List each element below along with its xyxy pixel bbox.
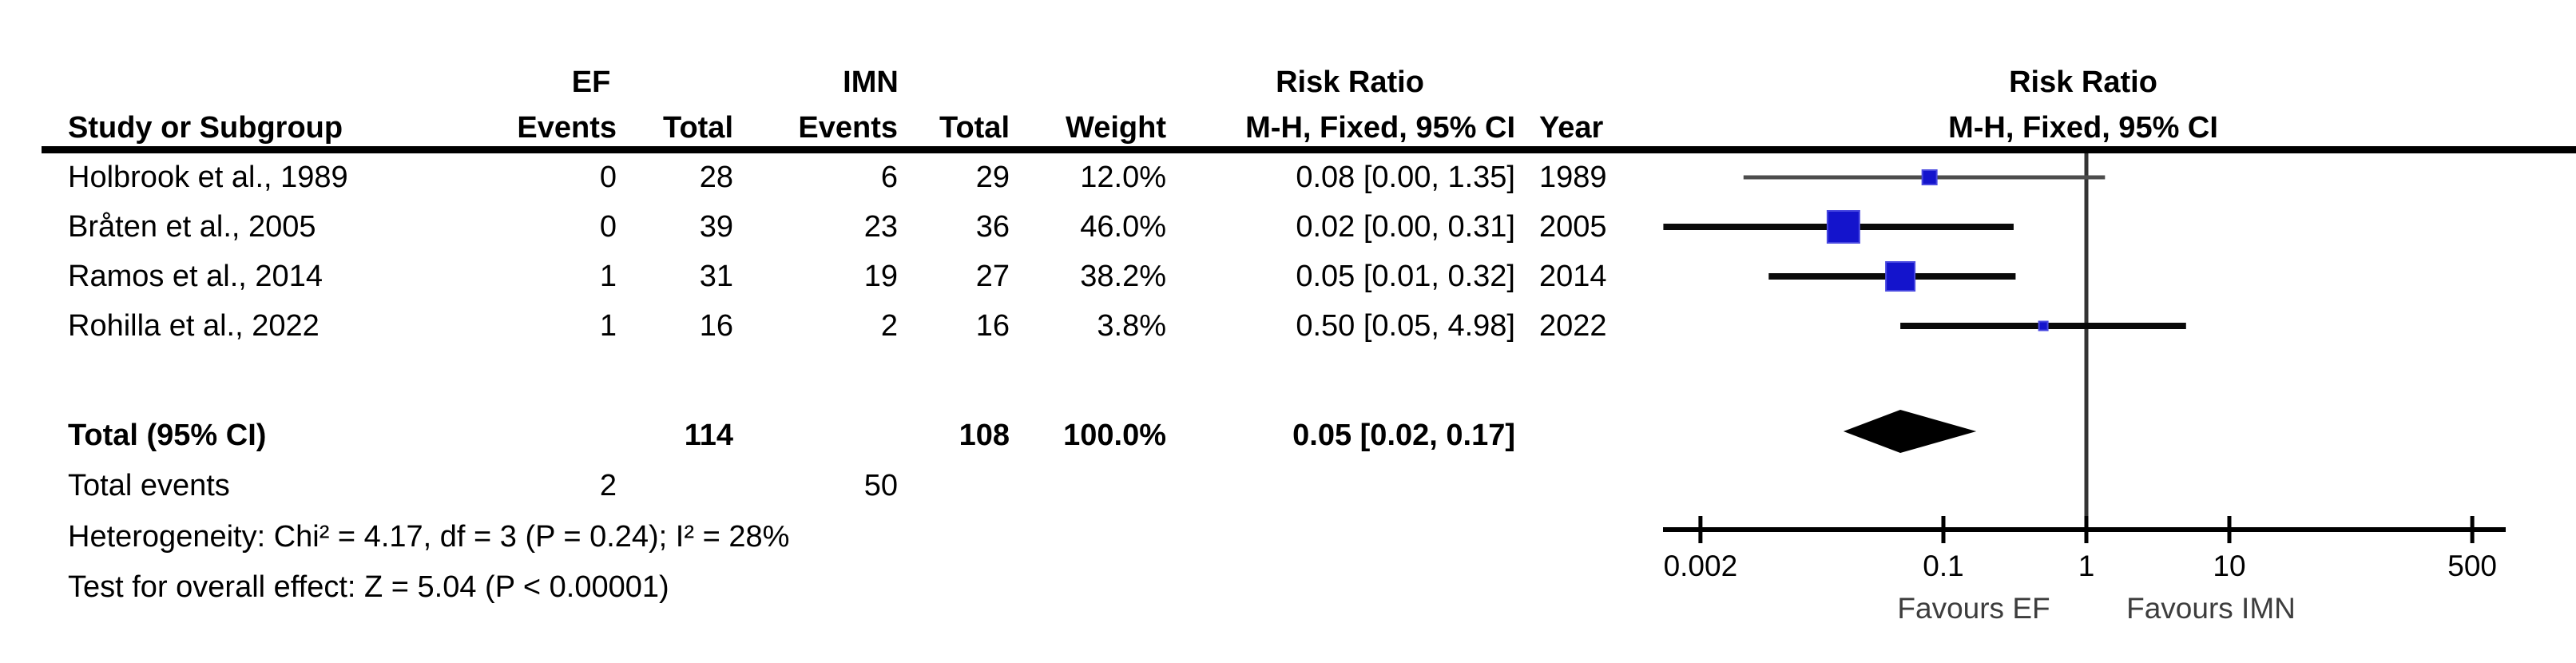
favours-left-label: Favours EF bbox=[1897, 592, 2050, 625]
col-header-imn-events: Events bbox=[798, 111, 898, 145]
study-label: Bråten et al., 2005 bbox=[68, 210, 316, 244]
risk-ratio-ci-value: 0.08 [0.00, 1.35] bbox=[1296, 161, 1515, 194]
imn-total-value: 16 bbox=[975, 309, 1010, 343]
heterogeneity-stats: Heterogeneity: Chi² = 4.17, df = 3 (P = … bbox=[68, 520, 790, 554]
axis-tick-label: 500 bbox=[2447, 550, 2497, 582]
group-header-imn: IMN bbox=[843, 66, 899, 99]
risk-ratio-ci-value: 0.02 [0.00, 0.31] bbox=[1296, 210, 1515, 244]
summary-diamond bbox=[1843, 410, 1977, 453]
imn-total-value: 27 bbox=[975, 260, 1010, 293]
ef-total-value: 39 bbox=[699, 210, 733, 244]
weight-value: 46.0% bbox=[1080, 210, 1166, 244]
total-imn-total: 108 bbox=[959, 419, 1010, 452]
col-header-study: Study or Subgroup bbox=[68, 111, 343, 145]
total-ef-total: 114 bbox=[684, 419, 733, 452]
group-header-risk-ratio: Risk Ratio bbox=[1276, 66, 1424, 99]
ef-events-value: 0 bbox=[599, 161, 617, 194]
col-header-weight: Weight bbox=[1066, 111, 1166, 145]
col-header-mh-fixed-ci: M-H, Fixed, 95% CI bbox=[1245, 111, 1515, 145]
col-header-year: Year bbox=[1539, 111, 1604, 145]
axis-tick-label: 0.1 bbox=[1923, 550, 1964, 582]
favours-right-label: Favours IMN bbox=[2126, 592, 2296, 625]
group-header-ef: EF bbox=[571, 66, 611, 99]
total-events-imn-value: 50 bbox=[863, 469, 898, 502]
weight-value: 38.2% bbox=[1080, 260, 1166, 293]
year-value: 2022 bbox=[1539, 309, 1607, 343]
imn-total-value: 36 bbox=[975, 210, 1010, 244]
col-header-ef-events: Events bbox=[517, 111, 617, 145]
ef-total-value: 16 bbox=[699, 309, 733, 343]
effect-marker bbox=[1826, 210, 1860, 244]
year-value: 2005 bbox=[1539, 210, 1607, 244]
ef-events-value: 1 bbox=[599, 260, 617, 293]
weight-value: 3.8% bbox=[1097, 309, 1166, 343]
effect-marker bbox=[1885, 261, 1916, 292]
year-value: 2014 bbox=[1539, 260, 1607, 293]
risk-ratio-ci-value: 0.50 [0.05, 4.98] bbox=[1296, 309, 1515, 343]
overall-effect-test: Test for overall effect: Z = 5.04 (P < 0… bbox=[68, 570, 669, 604]
total-events-label: Total events bbox=[68, 469, 230, 502]
col-header-ef-total: Total bbox=[663, 111, 733, 145]
total-events-ef-value: 2 bbox=[599, 469, 617, 502]
ef-events-value: 0 bbox=[599, 210, 617, 244]
effect-marker bbox=[2038, 320, 2049, 332]
total-risk-ratio: 0.05 [0.02, 0.17] bbox=[1292, 419, 1515, 452]
risk-ratio-ci-value: 0.05 [0.01, 0.32] bbox=[1296, 260, 1515, 293]
ef-events-value: 1 bbox=[599, 309, 617, 343]
total-weight: 100.0% bbox=[1063, 419, 1166, 452]
group-header-risk-ratio-plot: Risk Ratio bbox=[2009, 66, 2157, 99]
col-header-mh-fixed-ci-plot: M-H, Fixed, 95% CI bbox=[1948, 111, 2218, 145]
imn-events-value: 19 bbox=[863, 260, 898, 293]
col-header-imn-total: Total bbox=[939, 111, 1010, 145]
total-row-label: Total (95% CI) bbox=[68, 419, 267, 452]
weight-value: 12.0% bbox=[1080, 161, 1166, 194]
axis-tick-label: 10 bbox=[2213, 550, 2246, 582]
effect-marker bbox=[1921, 169, 1938, 185]
imn-events-value: 6 bbox=[880, 161, 898, 194]
imn-total-value: 29 bbox=[975, 161, 1010, 194]
axis-tick-label: 1 bbox=[2078, 550, 2095, 582]
study-label: Ramos et al., 2014 bbox=[68, 260, 323, 293]
imn-events-value: 2 bbox=[880, 309, 898, 343]
imn-events-value: 23 bbox=[863, 210, 898, 244]
year-value: 1989 bbox=[1539, 161, 1607, 194]
header-rule bbox=[42, 146, 2576, 153]
study-label: Rohilla et al., 2022 bbox=[68, 309, 320, 343]
ef-total-value: 28 bbox=[699, 161, 733, 194]
ef-total-value: 31 bbox=[699, 260, 733, 293]
axis-tick-label: 0.002 bbox=[1663, 550, 1738, 582]
study-label: Holbrook et al., 1989 bbox=[68, 161, 348, 194]
